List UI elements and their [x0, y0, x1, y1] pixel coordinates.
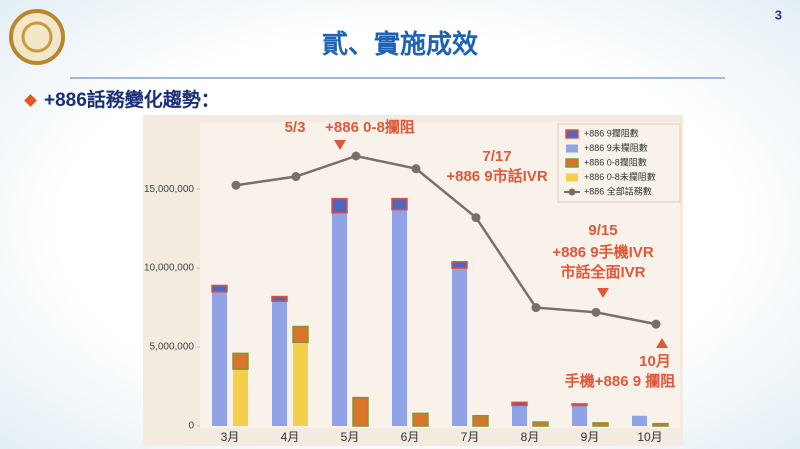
bar: [352, 396, 369, 427]
line-point: [651, 319, 661, 329]
bar: [632, 415, 647, 426]
annotation: 市話全面IVR: [560, 263, 645, 281]
annotation: 9/15: [588, 222, 617, 239]
annotation-arrow: [334, 140, 346, 150]
bar: [392, 209, 407, 426]
line-point: [231, 180, 241, 190]
x-tick-label: 3月: [221, 430, 240, 444]
annotation: 7/17: [482, 148, 511, 165]
legend-label: +886 9未攔阻數: [584, 142, 648, 153]
x-tick-label: 6月: [401, 430, 420, 444]
legend-swatch: [565, 158, 579, 168]
x-tick-label: 7月: [461, 430, 480, 444]
legend-label: +886 0-8未攔阻數: [584, 171, 656, 182]
legend-label: +886 全部話務數: [584, 185, 652, 196]
x-tick-label: 9月: [581, 430, 600, 444]
bar: [232, 352, 249, 370]
legend-swatch: [565, 129, 579, 139]
x-tick-label: 4月: [281, 430, 300, 444]
annotation-arrow: [656, 338, 668, 348]
bar: [451, 261, 468, 269]
y-tick-label: 10,000,000: [144, 263, 194, 274]
bar: [511, 401, 528, 407]
bar: [292, 325, 309, 344]
annotation: +886 0-8攔阻: [325, 118, 415, 136]
annotation: 手機+886 9 攔阻: [565, 372, 675, 390]
annotation: 10月: [639, 353, 671, 370]
bar: [512, 405, 527, 426]
bullet-text: +886話務變化趨勢：: [44, 88, 220, 111]
line: [235, 154, 657, 326]
annotation: +886 9手機IVR: [552, 243, 653, 261]
legend-label: +886 9攔阻數: [584, 127, 639, 138]
legend-swatch: [566, 144, 578, 153]
bullet-icon: [24, 94, 37, 107]
bar: [332, 212, 347, 426]
bar: [572, 405, 587, 426]
x-tick-label: 8月: [521, 430, 540, 444]
line-point: [471, 213, 481, 223]
bar: [331, 197, 348, 214]
bar: [652, 422, 669, 427]
bar: [571, 403, 588, 407]
legend-swatch: [566, 173, 578, 182]
y-tick-label: 5,000,000: [150, 342, 195, 353]
line-point: [531, 303, 541, 313]
line-point: [291, 172, 301, 182]
y-tick-label: 0: [188, 421, 194, 432]
bar: [233, 369, 248, 426]
bar: [271, 295, 288, 303]
bar: [412, 412, 429, 427]
legend-label: +886 0-8攔阻數: [584, 156, 647, 167]
x-tick-label: 10月: [637, 430, 662, 444]
annotation-arrow: [597, 288, 609, 298]
bar: [211, 284, 228, 293]
bar: [391, 197, 408, 211]
annotation: 5/3: [285, 119, 306, 136]
bar: [272, 301, 287, 426]
bar: [532, 421, 549, 427]
bar: [293, 342, 308, 426]
line-point: [591, 307, 601, 317]
y-tick-label: 15,000,000: [144, 184, 194, 195]
slide-title: 貳、實施成效: [322, 29, 478, 59]
bar: [592, 422, 609, 427]
page-number: 3: [775, 7, 782, 22]
x-tick-label: 5月: [341, 430, 360, 444]
bar: [472, 414, 489, 427]
bar: [212, 291, 227, 426]
annotation: +886 9市話IVR: [446, 167, 547, 185]
line-point: [411, 164, 421, 174]
logo: [9, 9, 65, 65]
logo-inner: [21, 21, 53, 53]
bar: [452, 268, 467, 426]
legend-dot: [568, 188, 576, 196]
line-point: [351, 151, 361, 161]
